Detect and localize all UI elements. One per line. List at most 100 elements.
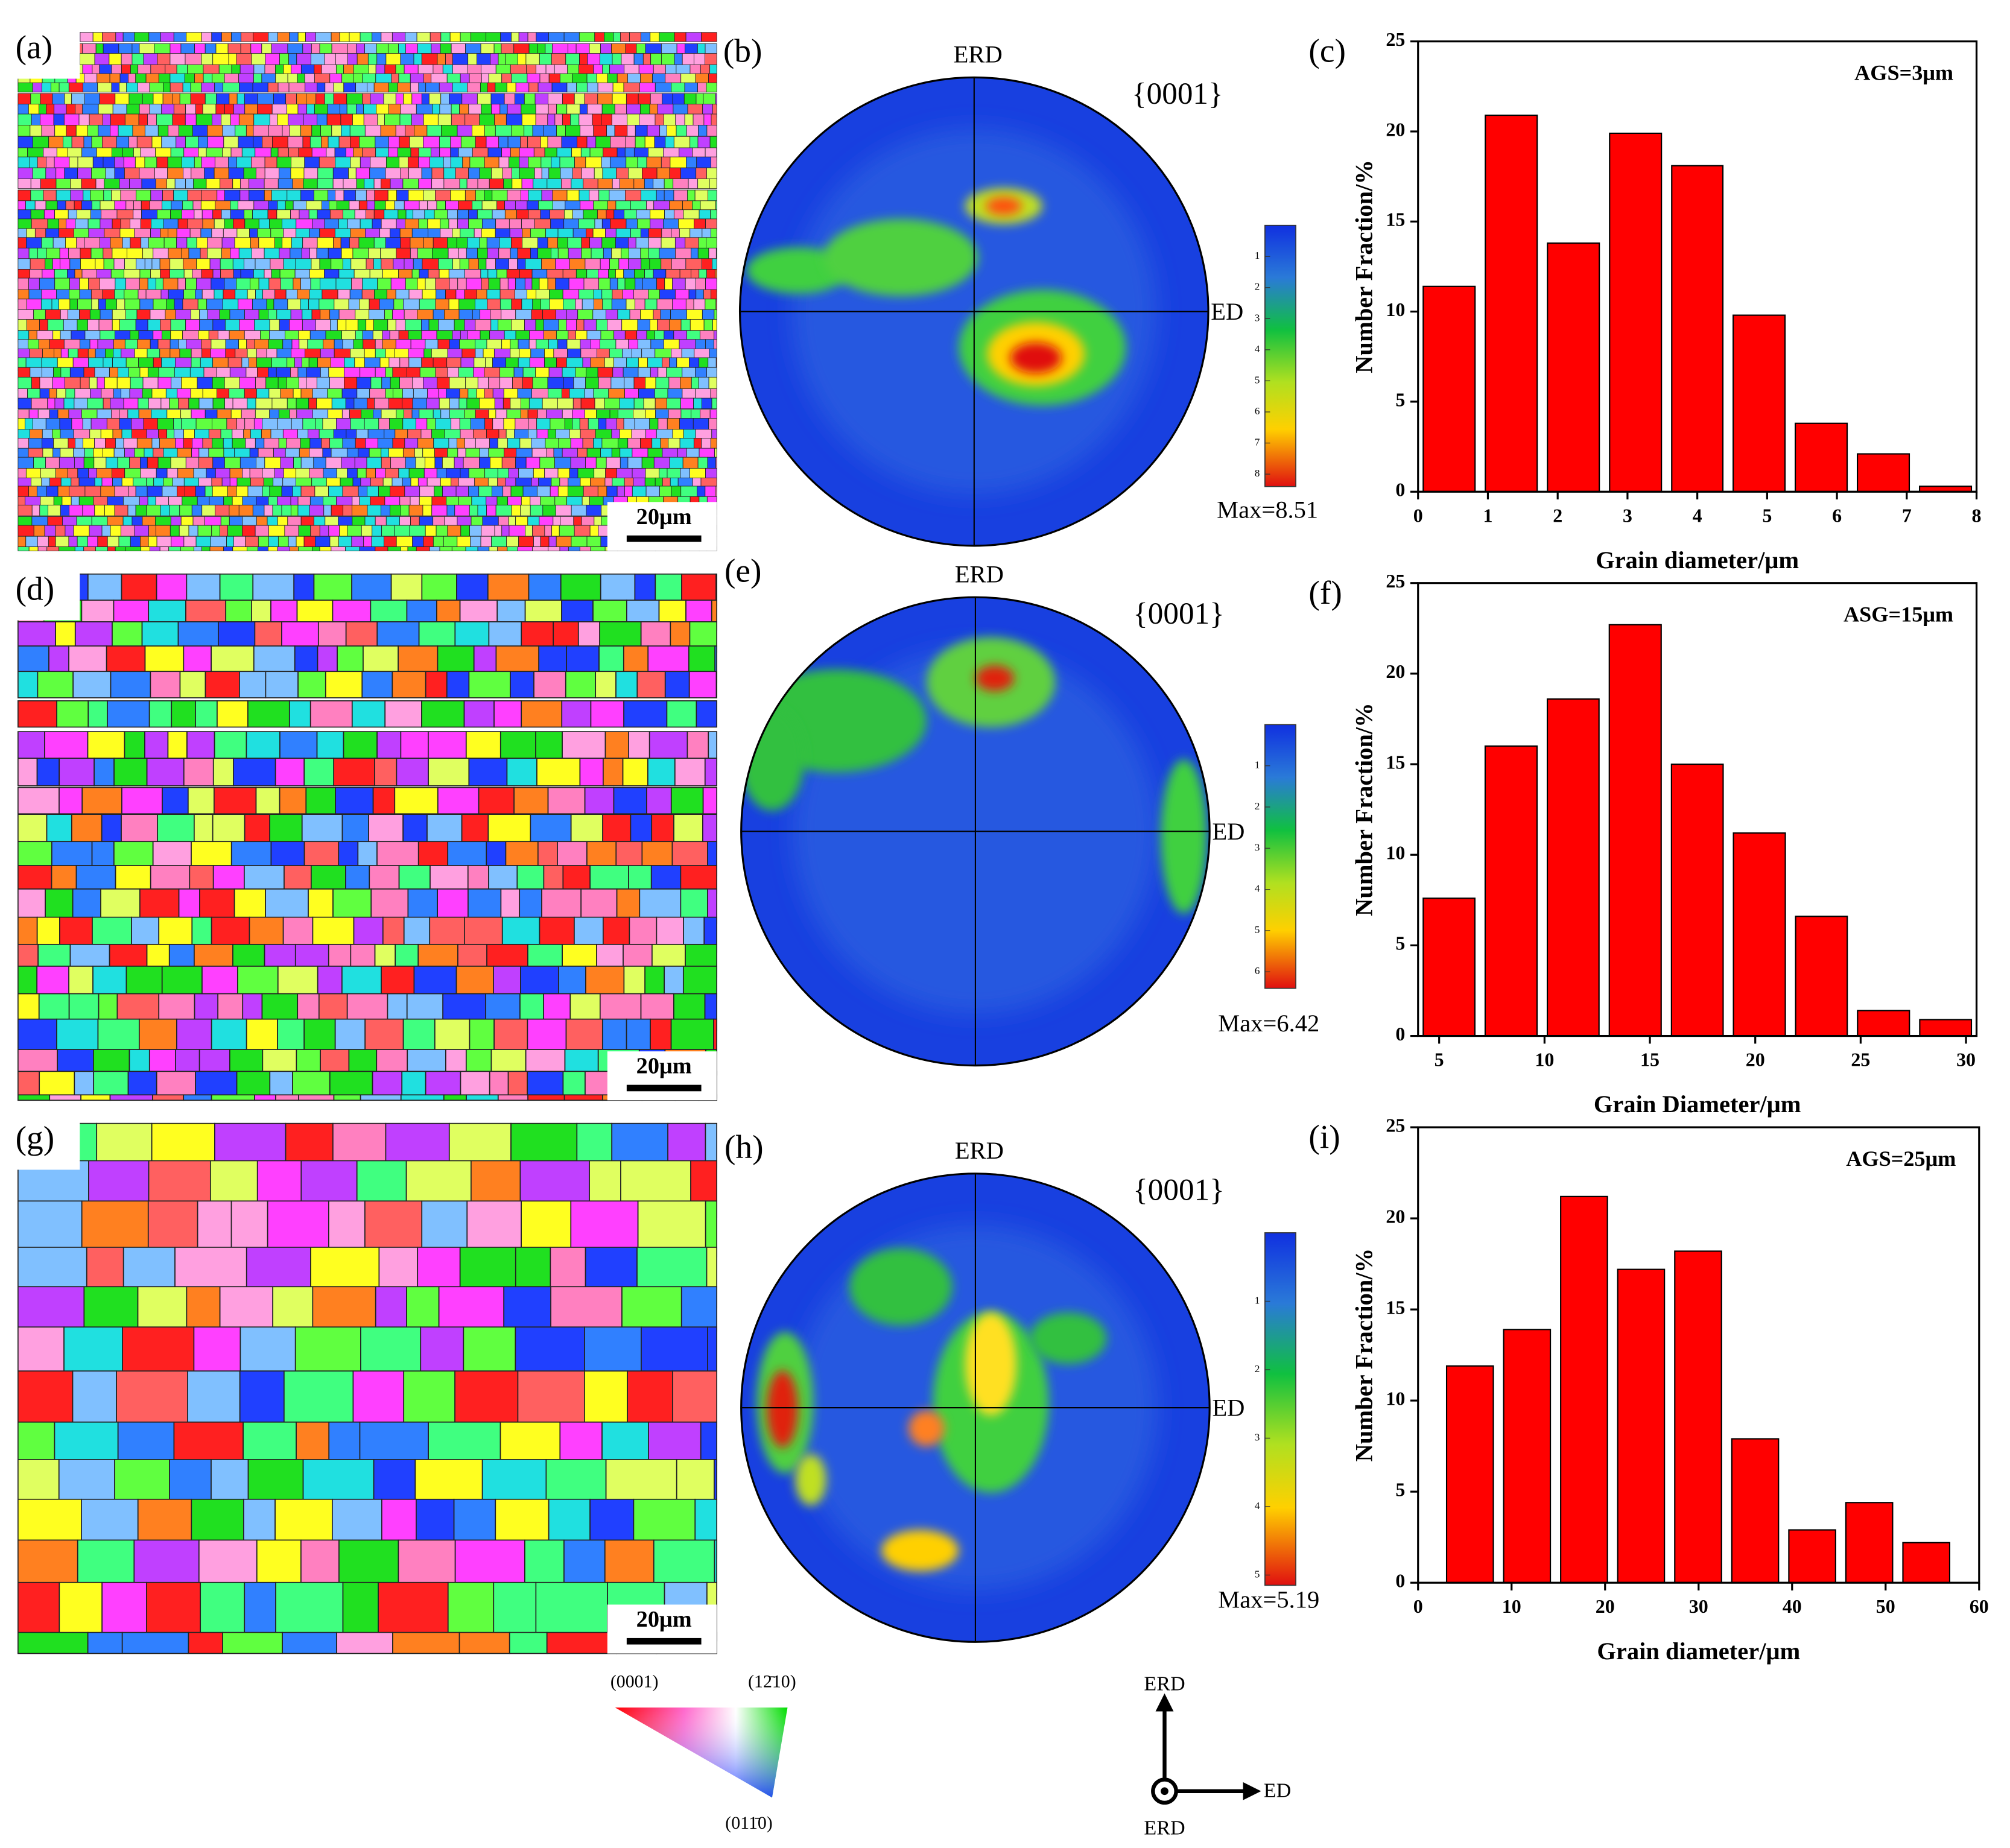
y-tick-label: 10 bbox=[1386, 1387, 1405, 1409]
grain bbox=[562, 409, 573, 420]
grain bbox=[463, 1326, 516, 1372]
grain bbox=[28, 339, 39, 350]
grain bbox=[230, 247, 239, 260]
density-blob bbox=[986, 197, 1022, 215]
grain bbox=[302, 319, 316, 331]
y-tick-label: 5 bbox=[1395, 1478, 1405, 1500]
grain bbox=[77, 209, 91, 220]
grain bbox=[489, 546, 498, 551]
grain bbox=[97, 1018, 140, 1054]
y-tick-label: 25 bbox=[1386, 1114, 1405, 1136]
grain bbox=[675, 113, 685, 127]
grain bbox=[87, 125, 99, 137]
grain bbox=[493, 1018, 528, 1054]
grain bbox=[305, 32, 316, 42]
grain bbox=[239, 1326, 296, 1372]
panel-label: (b) bbox=[723, 33, 762, 69]
grain bbox=[291, 418, 303, 431]
grain bbox=[447, 209, 458, 220]
grain bbox=[506, 82, 516, 93]
grain bbox=[635, 125, 648, 137]
grain bbox=[326, 113, 341, 127]
grain bbox=[198, 448, 209, 458]
ipf-label: (011̄0) bbox=[725, 1813, 773, 1833]
grain bbox=[521, 179, 534, 189]
grain bbox=[109, 1094, 153, 1101]
grain bbox=[174, 429, 185, 440]
grain bbox=[498, 156, 510, 168]
grain bbox=[17, 1286, 85, 1332]
colorbar-tick-label: 1 bbox=[1255, 1294, 1260, 1306]
grain bbox=[367, 504, 382, 516]
grain bbox=[494, 113, 507, 127]
grain bbox=[600, 448, 612, 458]
bar bbox=[1795, 916, 1848, 1037]
grain bbox=[469, 1018, 495, 1054]
grain bbox=[364, 418, 379, 431]
grain bbox=[276, 309, 291, 320]
grain bbox=[548, 339, 559, 350]
grain bbox=[517, 546, 533, 551]
grain bbox=[396, 189, 409, 202]
grain bbox=[40, 299, 52, 312]
grain bbox=[388, 397, 403, 410]
grain bbox=[670, 156, 686, 168]
grain bbox=[17, 1018, 57, 1054]
grain bbox=[666, 125, 677, 137]
pole-figure-plane: {0001} bbox=[1133, 1173, 1225, 1207]
grain bbox=[282, 429, 298, 440]
grain bbox=[606, 418, 617, 431]
grain bbox=[546, 1631, 617, 1654]
panel-label: (h) bbox=[724, 1128, 764, 1165]
grain bbox=[450, 189, 466, 202]
grain bbox=[486, 339, 502, 350]
grain bbox=[356, 43, 366, 54]
grain bbox=[511, 32, 519, 42]
ebsd-map bbox=[17, 1122, 718, 1654]
grain bbox=[372, 525, 382, 537]
grain bbox=[683, 209, 700, 220]
grain bbox=[688, 671, 717, 698]
grain bbox=[325, 82, 334, 93]
grain bbox=[277, 82, 290, 93]
grain bbox=[688, 179, 699, 189]
grain bbox=[537, 82, 553, 93]
grain bbox=[89, 309, 101, 320]
grain bbox=[181, 418, 197, 431]
grain bbox=[521, 189, 529, 202]
grain bbox=[408, 504, 423, 516]
grain bbox=[611, 43, 626, 54]
grain bbox=[463, 700, 495, 728]
scale-bar-label: 20μm bbox=[636, 504, 692, 530]
grain bbox=[214, 156, 229, 168]
grain bbox=[374, 758, 398, 786]
grain bbox=[392, 671, 426, 698]
grain bbox=[331, 546, 346, 551]
grain bbox=[364, 179, 375, 189]
grain bbox=[298, 1094, 335, 1101]
grain bbox=[667, 418, 680, 431]
grain bbox=[644, 179, 654, 189]
grain bbox=[39, 113, 54, 127]
grain bbox=[169, 1459, 212, 1505]
y-tick-label: 10 bbox=[1386, 842, 1405, 864]
grain bbox=[396, 247, 411, 260]
grain bbox=[217, 409, 232, 420]
grain bbox=[316, 247, 329, 260]
colorbar-tick-label: 5 bbox=[1255, 374, 1260, 385]
grain bbox=[211, 1459, 249, 1505]
grain bbox=[373, 409, 382, 420]
grain bbox=[400, 167, 409, 180]
grain bbox=[232, 546, 247, 551]
grain bbox=[63, 1326, 123, 1372]
grain bbox=[612, 179, 620, 189]
grain bbox=[45, 309, 61, 320]
grain bbox=[625, 189, 641, 202]
grain bbox=[709, 179, 717, 189]
grain bbox=[418, 179, 433, 189]
grain bbox=[333, 758, 375, 786]
grain bbox=[638, 339, 652, 350]
pole-figure-right: ED bbox=[1211, 298, 1243, 325]
grain bbox=[709, 136, 717, 149]
grain bbox=[606, 309, 618, 320]
